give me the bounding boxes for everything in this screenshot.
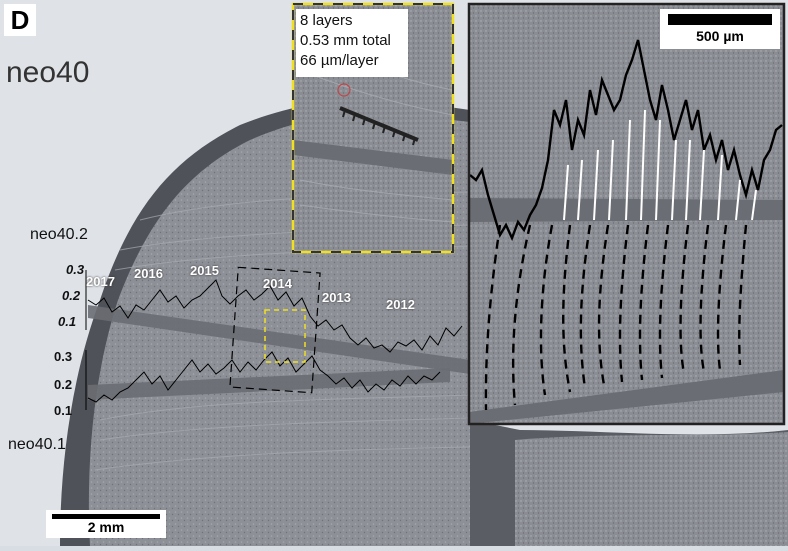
inset-layer-markers (563, 109, 757, 221)
subsample-upper-label: neo40.2 (30, 226, 88, 243)
shell-fragment-inner (515, 432, 788, 546)
year-label: 2015 (190, 263, 219, 278)
subsample-lower-label: neo40.1 (8, 436, 66, 453)
layer-count: 8 layers (300, 12, 353, 29)
trace-lower (87, 351, 441, 403)
inset-scale-label: 500 µm (696, 28, 744, 44)
year-label: 2016 (134, 266, 163, 281)
year-label: 2017 (86, 274, 115, 289)
main-scale-bar: 2 mm (46, 510, 166, 538)
lower-tick-2: 0.1 (54, 403, 73, 418)
inset-layer-bands (484, 224, 748, 411)
trace-upper (87, 279, 463, 353)
upper-tick-1: 0.2 (62, 288, 81, 303)
lower-tick-0: 0.3 (54, 349, 73, 364)
right-inset (467, 2, 786, 426)
lower-tick-1: 0.2 (54, 377, 73, 392)
year-label: 2012 (386, 297, 415, 312)
layer-info-box: 8 layers 0.53 mm total 66 µm/layer (296, 9, 408, 77)
year-label: 2013 (322, 290, 351, 305)
groove-upper (88, 305, 470, 374)
upper-tick-2: 0.1 (58, 314, 77, 329)
inset-trace (469, 39, 783, 242)
region-box (229, 266, 321, 394)
total-thickness: 0.53 mm total (300, 32, 391, 49)
main-scale-label: 2 mm (87, 519, 125, 535)
inset-scale-bar: 500 µm (660, 9, 780, 49)
sample-name: neo40 (6, 56, 90, 89)
upper-tick-0: 0.3 (66, 262, 85, 277)
per-layer-thickness: 66 µm/layer (300, 52, 379, 69)
panel-letter: D (4, 4, 36, 36)
groove-lower (88, 368, 450, 400)
inset-region-box (264, 309, 306, 363)
year-label: 2014 (263, 276, 292, 291)
